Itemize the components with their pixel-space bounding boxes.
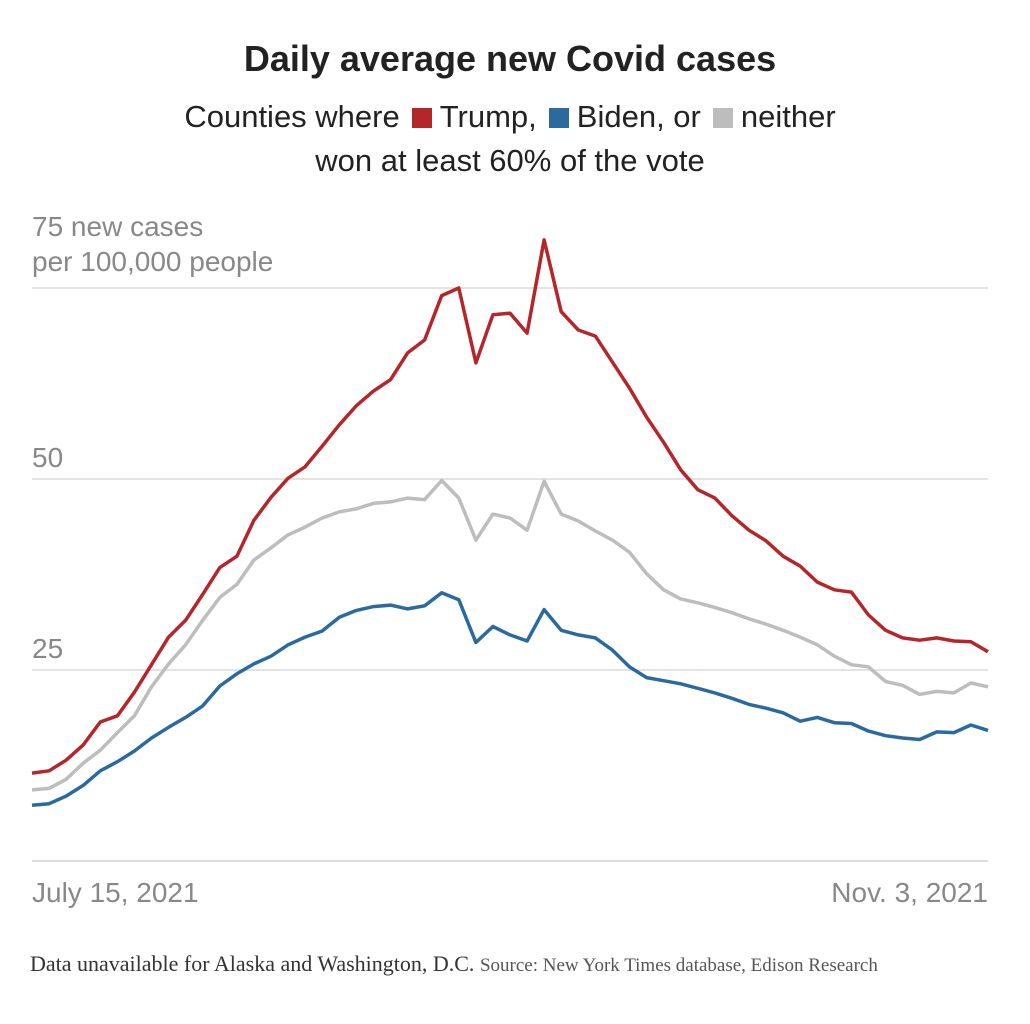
x-tick-label: July 15, 2021 [32, 877, 199, 908]
series-line [31, 478, 989, 792]
legend-swatch [712, 108, 733, 128]
legend-separator: , or [656, 99, 701, 134]
legend-label: neither [740, 99, 836, 134]
subtitle-line: won at least 60% of the vote [315, 143, 705, 178]
chart-title: Daily average new Covid cases [243, 38, 777, 79]
subtitle-prefix: Counties where [184, 99, 400, 134]
x-tick-label: Nov. 3, 2021 [831, 877, 988, 908]
note: Data unavailable for Alaska and Washingt… [30, 951, 475, 976]
series-line [31, 591, 989, 807]
legend-label: Biden [576, 99, 657, 134]
source: Source: New York Times database, Edison … [479, 955, 878, 976]
y-axis-label: per 100,000 people [32, 246, 273, 277]
legend-swatch [411, 108, 432, 128]
series-line [31, 238, 989, 775]
y-tick-label: 75 new cases [32, 211, 203, 242]
legend-label: Trump [439, 99, 529, 134]
y-tick-label: 25 [32, 633, 63, 664]
legend-swatch [548, 108, 569, 128]
legend-separator: , [528, 99, 537, 134]
footer: Data unavailable for Alaska and Washingt… [30, 948, 930, 982]
subtitle: Counties where Trump, Biden, or neither won… [0, 95, 1020, 183]
y-tick-label: 50 [32, 442, 63, 473]
